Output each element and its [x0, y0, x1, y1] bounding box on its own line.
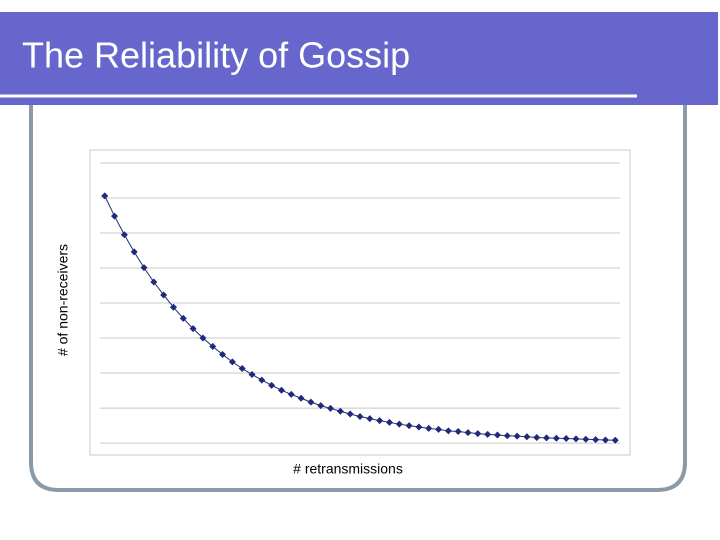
data-point [444, 427, 452, 435]
data-point [317, 402, 325, 410]
data-point [503, 432, 511, 440]
data-point [395, 420, 403, 428]
data-point [405, 422, 413, 430]
data-point [277, 386, 285, 394]
data-point [336, 407, 344, 415]
data-point [189, 325, 197, 333]
data-point [140, 264, 148, 272]
plot-area [89, 149, 631, 456]
data-point [307, 398, 315, 406]
x-axis-label: # retransmissions [293, 461, 403, 477]
data-point [493, 431, 501, 439]
data-point [346, 410, 354, 418]
data-point [474, 430, 482, 438]
data-point [160, 291, 168, 299]
data-point [385, 418, 393, 426]
data-point [111, 212, 119, 220]
data-point [327, 404, 335, 412]
data-point [120, 231, 128, 239]
data-point [150, 278, 158, 286]
data-point [209, 342, 217, 350]
data-point [523, 433, 531, 441]
data-point [228, 358, 236, 366]
data-point [552, 434, 560, 442]
data-point [130, 248, 138, 256]
header-bar [0, 12, 718, 105]
data-point [179, 314, 187, 322]
data-point [601, 436, 609, 444]
y-axis-label: # of non-receivers [55, 244, 71, 356]
data-point [376, 417, 384, 425]
data-point [219, 351, 227, 359]
data-point [238, 365, 246, 373]
data-point [611, 436, 619, 444]
data-point [415, 423, 423, 431]
data-point [543, 434, 551, 442]
data-point [268, 381, 276, 389]
slide-title: The Reliability of Gossip [22, 35, 410, 76]
data-point [287, 390, 295, 398]
data-point [258, 376, 266, 384]
data-point [533, 433, 541, 441]
data-point [592, 436, 600, 444]
data-point [248, 370, 256, 378]
data-point [464, 429, 472, 437]
data-point [169, 303, 177, 311]
data-point [297, 394, 305, 402]
data-point [425, 424, 433, 432]
data-point [454, 428, 462, 436]
data-point [562, 435, 570, 443]
data-point [572, 435, 580, 443]
data-point [484, 430, 492, 438]
data-point [435, 425, 443, 433]
data-point [199, 334, 207, 342]
data-point [582, 435, 590, 443]
data-point [513, 432, 521, 440]
slide-frame [29, 105, 687, 492]
data-point [366, 415, 374, 423]
data-point [356, 412, 364, 420]
data-point [101, 192, 109, 200]
